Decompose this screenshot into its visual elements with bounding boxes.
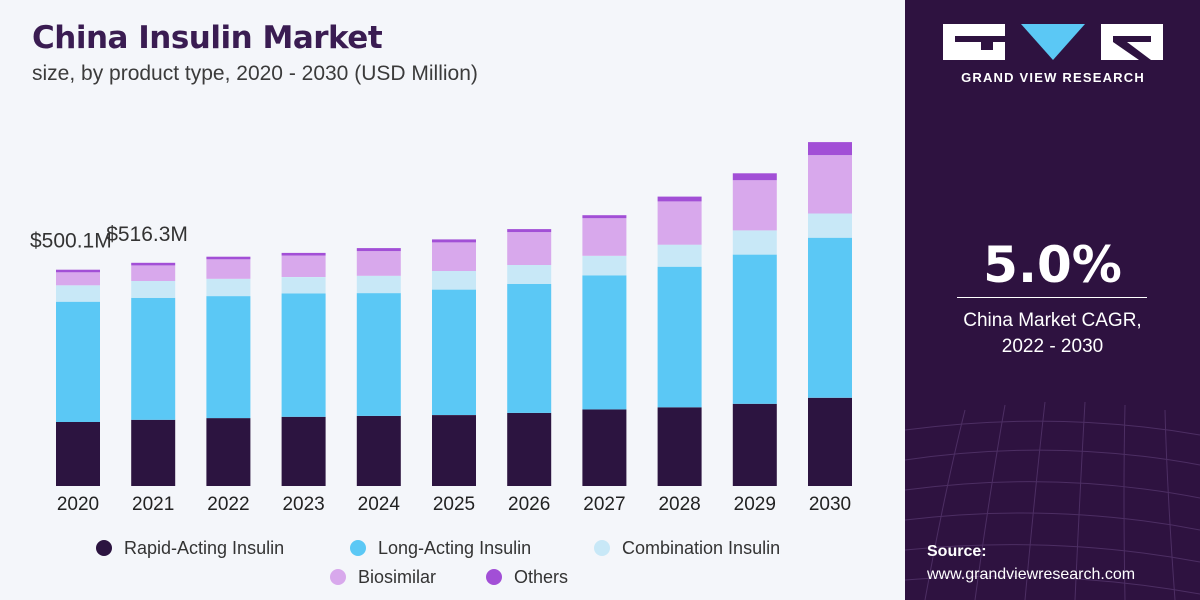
bar-segment-2020-long-acting-insulin (56, 301, 100, 422)
perspective-grid-decoration (905, 401, 1200, 600)
stacked-bar-chart: 2020 2021 2022 2023 2024 2025 2026 2027 2028 2029… (30, 142, 852, 587)
bar-total-annotation: $500.1M (30, 230, 112, 253)
bar-segment-2028-others (657, 196, 702, 202)
legend-marker (96, 540, 112, 556)
bar-segment-2021-biosimilar (131, 265, 176, 281)
bar-total-annotation: $516.3M (106, 223, 188, 246)
bar-segment-2026-long-acting-insulin (507, 284, 552, 413)
bar-segment-2026-others (507, 229, 552, 233)
bar-segment-2026-biosimilar (507, 232, 552, 265)
bar-segment-2029-combination-insulin (732, 230, 777, 255)
bar-segment-2020-rapid-acting-insulin (56, 422, 100, 486)
bar-segment-2027-biosimilar (582, 218, 627, 256)
bar-segment-2030-long-acting-insulin (808, 237, 852, 398)
legend-marker (594, 540, 610, 556)
divider (957, 297, 1147, 298)
bar-segment-2030-rapid-acting-insulin (808, 397, 852, 486)
bar-segment-2021-combination-insulin (131, 281, 176, 298)
bar-segment-2027-rapid-acting-insulin (582, 409, 627, 486)
brand-name: GRAND VIEW RESEARCH (961, 70, 1145, 85)
legend-marker (486, 569, 502, 585)
bar-segment-2028-biosimilar (657, 201, 702, 245)
x-tick-label: 2023 (282, 494, 324, 515)
cagr-value: 5.0% (983, 236, 1122, 294)
x-tick-label: 2029 (734, 494, 776, 515)
bar-segment-2029-biosimilar (732, 180, 777, 231)
chart-panel: China Insulin Market size, by product ty… (30, 20, 852, 587)
x-tick-label: 2028 (658, 494, 700, 515)
bar-segment-2029-rapid-acting-insulin (732, 403, 777, 486)
legend-label: Combination Insulin (622, 538, 780, 558)
bar-segment-2025-rapid-acting-insulin (432, 415, 476, 486)
bar-segment-2025-long-acting-insulin (432, 289, 476, 415)
bar-segment-2021-rapid-acting-insulin (131, 419, 176, 486)
source-label: Source: (927, 543, 987, 560)
legend-label: Others (514, 567, 568, 587)
bar-segment-2024-rapid-acting-insulin (356, 415, 401, 486)
bar-segment-2027-long-acting-insulin (582, 275, 627, 410)
x-tick-label: 2022 (207, 494, 249, 515)
source-link[interactable]: www.grandviewresearch.com (927, 566, 1136, 583)
legend-label: Long-Acting Insulin (378, 538, 531, 558)
gvr-logo-icon (943, 24, 1163, 60)
bar-segment-2028-combination-insulin (657, 244, 702, 267)
bar-segment-2026-combination-insulin (507, 265, 552, 284)
x-tick-label: 2026 (508, 494, 550, 515)
bar-segment-2024-combination-insulin (356, 275, 401, 294)
bar-segment-2023-rapid-acting-insulin (281, 416, 326, 486)
x-tick-label: 2027 (583, 494, 625, 515)
bar-segment-2021-long-acting-insulin (131, 297, 176, 420)
bar-segment-2024-long-acting-insulin (356, 293, 401, 416)
x-tick-label: 2020 (57, 494, 99, 515)
cagr-label-line-1: China Market CAGR, (963, 310, 1142, 331)
bar-segment-2024-others (356, 248, 401, 252)
bar-segment-2023-biosimilar (281, 255, 326, 277)
bar-segment-2022-long-acting-insulin (206, 296, 251, 419)
bar-segment-2023-others (281, 252, 326, 256)
bar-segment-2020-biosimilar (56, 272, 100, 286)
x-tick-label: 2030 (809, 494, 851, 515)
bar-segment-2025-others (432, 239, 476, 243)
bar-segment-2020-others (56, 269, 100, 273)
bar-segment-2020-combination-insulin (56, 285, 100, 302)
bar-segment-2028-long-acting-insulin (657, 266, 702, 408)
bar-segment-2028-rapid-acting-insulin (657, 407, 702, 486)
bar-segment-2026-rapid-acting-insulin (507, 412, 552, 486)
chart-title: China Insulin Market (32, 20, 383, 56)
legend-label: Rapid-Acting Insulin (124, 538, 284, 558)
chart-subtitle: size, by product type, 2020 - 2030 (USD … (32, 62, 478, 85)
bar-segment-2029-others (732, 173, 777, 181)
bar-segment-2029-long-acting-insulin (732, 254, 777, 404)
x-tick-label: 2025 (433, 494, 475, 515)
bar-segment-2024-biosimilar (356, 251, 401, 276)
x-tick-label: 2024 (358, 494, 401, 515)
bar-segment-2021-others (131, 262, 176, 266)
bar-segment-2022-others (206, 256, 251, 260)
summary-panel: GRAND VIEW RESEARCH 5.0% China Market CA… (905, 0, 1200, 600)
legend-marker (350, 540, 366, 556)
bar-segment-2022-rapid-acting-insulin (206, 418, 251, 486)
bar-segment-2030-biosimilar (808, 155, 852, 214)
bar-segment-2022-biosimilar (206, 259, 251, 279)
legend-label: Biosimilar (358, 567, 436, 587)
bar-segment-2023-combination-insulin (281, 277, 326, 294)
legend-marker (330, 569, 346, 585)
bar-segment-2023-long-acting-insulin (281, 293, 326, 417)
bar-segment-2022-combination-insulin (206, 278, 251, 297)
cagr-label: China Market CAGR, 2022 - 2030 (905, 308, 1200, 360)
bar-segment-2027-combination-insulin (582, 255, 627, 276)
bar-segment-2027-others (582, 215, 627, 219)
bar-segment-2030-combination-insulin (808, 213, 852, 238)
bar-segment-2025-biosimilar (432, 242, 476, 271)
bar-segment-2030-others (808, 142, 852, 156)
cagr-label-line-2: 2022 - 2030 (1001, 336, 1104, 357)
x-tick-label: 2021 (132, 494, 174, 515)
bar-segment-2025-combination-insulin (432, 271, 476, 290)
